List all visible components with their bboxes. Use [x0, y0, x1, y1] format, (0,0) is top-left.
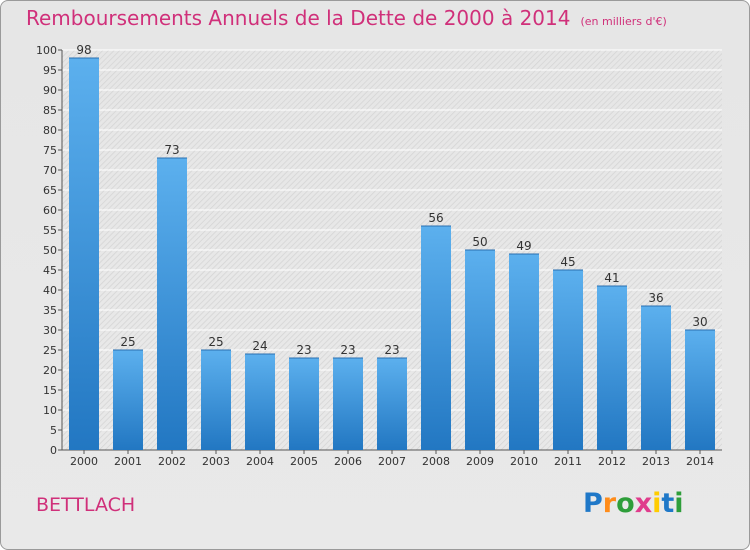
bar: [553, 270, 583, 450]
data-label: 25: [208, 335, 223, 349]
data-label: 36: [648, 291, 663, 305]
y-tick-label: 30: [43, 324, 57, 337]
logo-letter: x: [634, 488, 653, 519]
bar: [377, 358, 407, 450]
bar: [641, 306, 671, 450]
y-tick-label: 25: [43, 344, 57, 357]
bar: [157, 158, 187, 450]
x-tick-label: 2005: [290, 455, 318, 468]
bar: [201, 350, 231, 450]
y-tick-label: 70: [43, 164, 57, 177]
data-label: 41: [604, 271, 619, 285]
data-label: 45: [560, 255, 575, 269]
bar: [333, 358, 363, 450]
logo-letter: r: [602, 488, 617, 519]
x-tick-label: 2013: [642, 455, 670, 468]
bar: [597, 286, 627, 450]
y-tick-label: 20: [43, 364, 57, 377]
y-tick-label: 40: [43, 284, 57, 297]
y-tick-label: 50: [43, 244, 57, 257]
x-tick-label: 2004: [246, 455, 274, 468]
y-tick-label: 75: [43, 144, 57, 157]
data-label: 56: [428, 211, 443, 225]
bar: [289, 358, 319, 450]
x-tick-label: 2003: [202, 455, 230, 468]
data-label: 25: [120, 335, 135, 349]
x-tick-label: 2007: [378, 455, 406, 468]
bar: [685, 330, 715, 450]
region-label: BETTLACH: [36, 494, 136, 516]
y-tick-label: 80: [43, 124, 57, 137]
x-tick-label: 2012: [598, 455, 626, 468]
x-tick-label: 2000: [70, 455, 98, 468]
data-label: 30: [692, 315, 707, 329]
chart-title-block: Remboursements Annuels de la Dette de 20…: [26, 6, 667, 30]
data-label: 23: [384, 343, 399, 357]
data-label: 23: [340, 343, 355, 357]
bar: [421, 226, 451, 450]
data-label: 73: [164, 143, 179, 157]
y-tick-label: 55: [43, 224, 57, 237]
x-tick-label: 2011: [554, 455, 582, 468]
bars: [69, 57, 715, 450]
y-tick-label: 60: [43, 204, 57, 217]
bar: [113, 350, 143, 450]
data-label: 23: [296, 343, 311, 357]
y-tick-label: 100: [36, 44, 57, 57]
y-tick-label: 5: [50, 424, 57, 437]
data-labels: 98 25 73 25 24 23 23 23 56 50 49 45 41 36 30: [76, 43, 707, 357]
x-tick-label: 2008: [422, 455, 450, 468]
x-tick-label: 2009: [466, 455, 494, 468]
y-tick-label: 65: [43, 184, 57, 197]
data-label: 24: [252, 339, 267, 353]
bar: [245, 354, 275, 450]
x-tick-label: 2014: [686, 455, 714, 468]
y-tick-label: 90: [43, 84, 57, 97]
y-tick-label: 10: [43, 404, 57, 417]
data-label: 98: [76, 43, 91, 57]
y-tick-label: 15: [43, 384, 57, 397]
logo-letter: i: [674, 488, 684, 519]
bar: [465, 250, 495, 450]
logo-letter: t: [661, 488, 675, 519]
y-tick-label: 95: [43, 64, 57, 77]
y-tick-label: 45: [43, 264, 57, 277]
proxiti-logo[interactable]: Proxiti: [583, 488, 684, 519]
x-tick-label: 2006: [334, 455, 362, 468]
y-tick-label: 85: [43, 104, 57, 117]
y-tick-label: 35: [43, 304, 57, 317]
bar: [69, 58, 99, 450]
data-label: 50: [472, 235, 487, 249]
y-tick-label: 0: [50, 444, 57, 457]
chart-title: Remboursements Annuels de la Dette de 20…: [26, 6, 571, 30]
bar: [509, 254, 539, 450]
data-label: 49: [516, 239, 531, 253]
logo-letter: o: [616, 488, 635, 519]
chart-subtitle: (en milliers d'€): [580, 15, 667, 28]
x-tick-label: 2010: [510, 455, 538, 468]
logo-letter: P: [583, 488, 603, 519]
logo-letter: i: [652, 488, 662, 519]
x-tick-label: 2002: [158, 455, 186, 468]
x-tick-label: 2001: [114, 455, 142, 468]
